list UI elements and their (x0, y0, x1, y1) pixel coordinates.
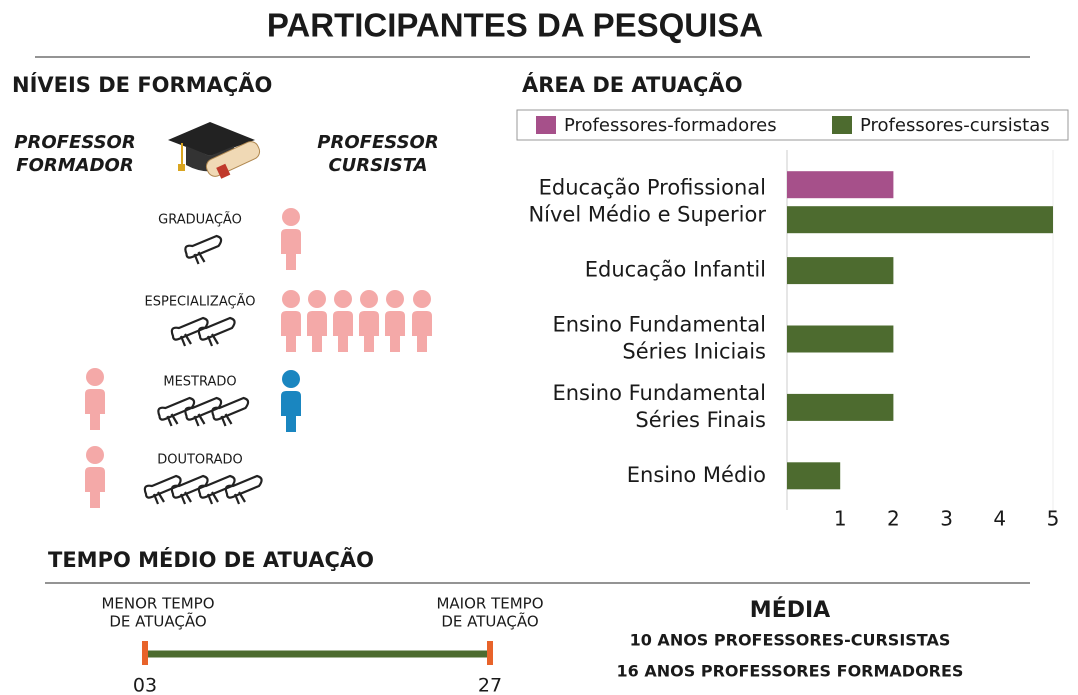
diploma-icon (145, 476, 181, 504)
diploma-shape (185, 236, 221, 264)
y-tick-label: Educação Infantil (585, 258, 766, 282)
bar (787, 326, 893, 353)
section-title: TEMPO MÉDIO DE ATUAÇÃO (48, 547, 374, 572)
person-icon (85, 446, 105, 508)
person-head (86, 446, 104, 464)
person-body (412, 311, 432, 352)
person-body (333, 311, 353, 352)
level-label: GRADUAÇÃO (158, 212, 242, 228)
person-head (282, 370, 300, 388)
group-label: FORMADOR (16, 155, 133, 176)
graduation-cap-icon (168, 122, 262, 179)
person-icon (85, 368, 105, 430)
diploma-shape (172, 476, 208, 504)
bar (787, 462, 840, 489)
level-label: ESPECIALIZAÇÃO (145, 294, 256, 310)
person-icon (281, 370, 301, 432)
diploma-shape (199, 476, 235, 504)
bar (787, 206, 1053, 233)
person-icon (359, 290, 379, 352)
y-tick-label: Séries Iniciais (622, 340, 766, 364)
person-icon (281, 290, 301, 352)
level-label: DOUTORADO (157, 453, 243, 468)
group-label: CURSISTA (328, 155, 427, 176)
x-tick-label: 4 (993, 507, 1006, 531)
y-tick-label: Séries Finais (635, 408, 766, 432)
diploma-shape (199, 318, 235, 346)
timeline-label: DE ATUAÇÃO (109, 612, 206, 631)
diploma-icon (199, 476, 235, 504)
timeline-label: MENOR TEMPO (101, 595, 214, 613)
diploma-shape (172, 318, 208, 346)
legend-label: Professores-cursistas (860, 115, 1050, 136)
person-body (85, 467, 105, 508)
section-title: ÁREA DE ATUAÇÃO (522, 72, 743, 97)
x-tick-label: 1 (834, 507, 847, 531)
y-tick-label: Educação Profissional (539, 176, 766, 200)
timeline-marker (487, 641, 493, 665)
level-label: MESTRADO (163, 375, 236, 390)
person-head (413, 290, 431, 308)
person-head (282, 208, 300, 226)
infographic: PARTICIPANTES DA PESQUISA NÍVEIS DE FORM… (0, 0, 1078, 695)
person-head (386, 290, 404, 308)
person-icon (307, 290, 327, 352)
person-icon (412, 290, 432, 352)
timeline-label: MAIOR TEMPO (436, 595, 543, 613)
person-icon (281, 208, 301, 270)
bar (787, 394, 893, 421)
diploma-icon (172, 318, 208, 346)
person-body (85, 389, 105, 430)
person-body (307, 311, 327, 352)
diploma-icon (158, 398, 194, 426)
diploma-icon (185, 398, 221, 426)
person-icon (385, 290, 405, 352)
media-line: 16 ANOS PROFESSORES FORMADORES (617, 662, 964, 681)
media-line: 10 ANOS PROFESSORES-CURSISTAS (630, 631, 951, 650)
diploma-shape (226, 476, 262, 504)
timeline-value: 03 (133, 675, 157, 695)
y-tick-label: Ensino Médio (627, 463, 766, 487)
diploma-icon (172, 476, 208, 504)
x-tick-label: 2 (887, 507, 900, 531)
diploma-icon (185, 236, 221, 264)
person-head (308, 290, 326, 308)
person-body (281, 311, 301, 352)
legend-label: Professores-formadores (564, 115, 777, 136)
diploma-shape (212, 398, 248, 426)
timeline-label: DE ATUAÇÃO (441, 612, 538, 631)
timeline-value: 27 (478, 675, 502, 695)
timeline-marker (142, 641, 148, 665)
bar (787, 257, 893, 284)
person-icon (333, 290, 353, 352)
y-tick-label: Ensino Fundamental (552, 313, 766, 337)
person-body (359, 311, 379, 352)
diploma-shape (185, 398, 221, 426)
person-body (385, 311, 405, 352)
person-head (86, 368, 104, 386)
x-tick-label: 5 (1047, 507, 1060, 531)
diploma-icon (226, 476, 262, 504)
person-body (281, 229, 301, 270)
group-label: PROFESSOR (14, 132, 135, 153)
y-tick-label: Ensino Fundamental (552, 381, 766, 405)
person-head (282, 290, 300, 308)
person-head (334, 290, 352, 308)
legend-swatch (832, 116, 852, 134)
group-label: PROFESSOR (317, 132, 438, 153)
diploma-shape (158, 398, 194, 426)
media-title: MÉDIA (750, 597, 830, 623)
diploma-icon (199, 318, 235, 346)
bar (787, 171, 893, 198)
diploma-shape (145, 476, 181, 504)
y-tick-label: Nível Médio e Superior (528, 203, 766, 227)
x-tick-label: 3 (940, 507, 953, 531)
page-title: PARTICIPANTES DA PESQUISA (267, 7, 763, 44)
diploma-icon (212, 398, 248, 426)
person-head (360, 290, 378, 308)
legend-swatch (536, 116, 556, 134)
person-body (281, 391, 301, 432)
section-title: NÍVEIS DE FORMAÇÃO (12, 72, 272, 97)
